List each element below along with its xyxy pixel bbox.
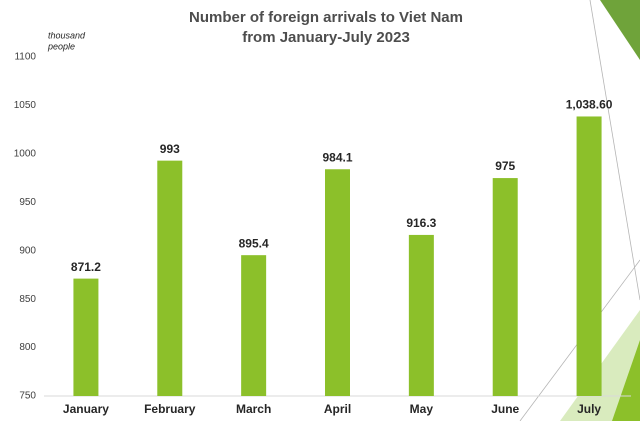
x-tick-label: July: [577, 402, 601, 416]
y-tick-label: 900: [19, 245, 36, 256]
bar: [73, 278, 99, 396]
data-label: 975: [495, 159, 515, 173]
bar: [325, 169, 350, 396]
data-label: 993: [160, 142, 180, 156]
decoration: [600, 0, 640, 60]
decoration: [612, 340, 640, 421]
bar: [576, 116, 602, 397]
y-axis-label: people: [47, 41, 75, 51]
data-label: 871.2: [71, 260, 101, 274]
y-tick-label: 1050: [14, 100, 37, 111]
decoration: [589, 0, 640, 301]
y-tick-label: 750: [19, 391, 36, 402]
x-tick-label: June: [491, 402, 519, 416]
y-tick-label: 1000: [14, 148, 37, 159]
data-label: 895.4: [239, 236, 269, 250]
y-axis-label: thousand: [48, 30, 86, 40]
y-tick-label: 1100: [14, 52, 36, 63]
chart-title: from January-July 2023: [242, 29, 410, 46]
bar: [157, 160, 183, 396]
bar: [492, 178, 518, 396]
y-tick-label: 850: [19, 294, 36, 305]
x-tick-label: January: [63, 402, 109, 416]
y-tick-label: 800: [19, 342, 36, 353]
chart-title: Number of foreign arrivals to Viet Nam: [189, 9, 463, 26]
data-label: 916.3: [406, 216, 436, 230]
x-tick-label: May: [410, 402, 434, 416]
y-tick-label: 950: [19, 197, 36, 208]
x-tick-label: April: [324, 402, 351, 416]
x-tick-label: February: [144, 402, 196, 416]
bar: [408, 234, 434, 396]
x-tick-label: March: [236, 402, 271, 416]
data-label: 984.1: [322, 150, 352, 164]
bar: [241, 255, 267, 396]
data-label: 1,038.60: [566, 98, 613, 112]
